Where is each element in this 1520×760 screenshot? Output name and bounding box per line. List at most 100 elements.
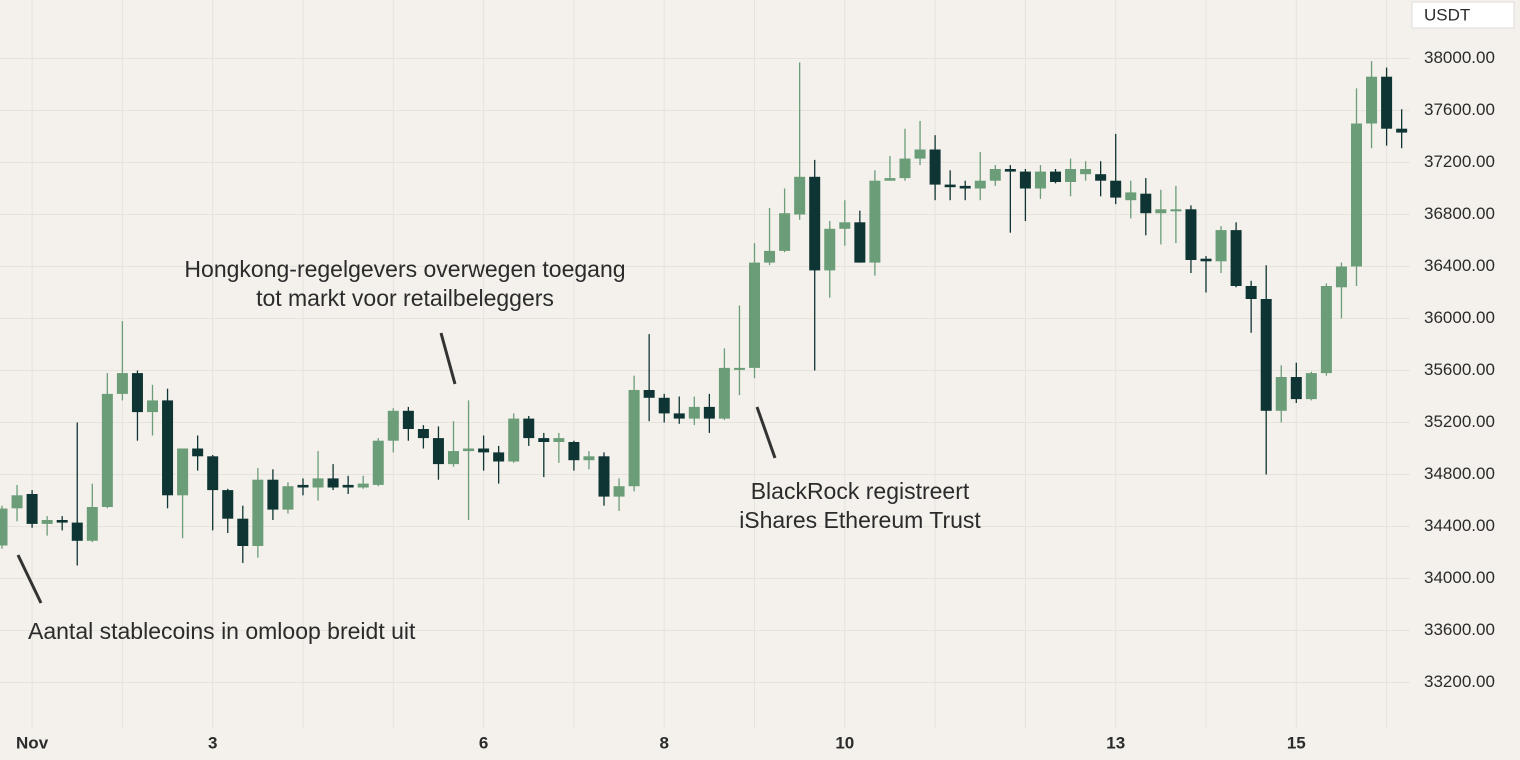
candle-body (26, 494, 38, 524)
candle-body (1305, 373, 1317, 400)
candle-body (779, 213, 791, 251)
y-tick-label: 37600.00 (1424, 100, 1495, 119)
candle-body (1170, 209, 1182, 212)
candle-body (131, 373, 143, 413)
candle-body (1275, 377, 1287, 411)
annotation: Hongkong-regelgevers overwegen toegang (184, 256, 625, 282)
candle-body (493, 452, 505, 462)
y-axis-label: USDT (1424, 5, 1470, 24)
candle-body (764, 250, 776, 263)
candle-body (11, 495, 23, 509)
candle-body (222, 490, 234, 519)
candle-body (613, 486, 625, 497)
candle-body (628, 390, 640, 487)
y-tick-label: 35600.00 (1424, 360, 1495, 379)
candle-body (583, 456, 595, 461)
candle-body (869, 180, 881, 263)
candle-body (1110, 180, 1122, 198)
candle-body (417, 429, 429, 439)
x-tick-label: 3 (208, 733, 217, 752)
candle-body (478, 448, 490, 453)
candle-body (1200, 258, 1212, 262)
candle-body (1034, 171, 1046, 189)
candle-body (1155, 209, 1167, 214)
candle-body (252, 479, 264, 546)
candle-body (914, 149, 926, 159)
y-tick-label: 35200.00 (1424, 412, 1495, 431)
candle-body (598, 456, 610, 497)
candle-body (673, 413, 685, 419)
y-tick-label: 36400.00 (1424, 256, 1495, 275)
candle-body (432, 438, 444, 465)
candles (0, 61, 1408, 566)
annotation-pointer (755, 406, 777, 459)
candle-body (357, 483, 369, 488)
candle-body (553, 438, 565, 442)
candle-body (884, 178, 896, 181)
candle-body (86, 507, 98, 541)
candle-body (538, 438, 550, 442)
x-tick-label: 8 (659, 733, 668, 752)
annotation: BlackRock registreert (751, 478, 970, 504)
candle-body (101, 393, 113, 507)
annotation-pointer (439, 332, 457, 385)
candle-body (297, 484, 309, 488)
x-tick-label: 6 (479, 733, 488, 752)
candle-body (703, 406, 715, 419)
candle-body (508, 418, 520, 462)
candle-body (989, 169, 1001, 181)
annotation: iShares Ethereum Trust (739, 507, 981, 533)
candle-body (1335, 266, 1347, 288)
candle-body (327, 478, 339, 488)
annotation: tot markt voor retailbeleggers (256, 285, 554, 311)
candle-body (839, 222, 851, 229)
candle-body (1125, 192, 1137, 201)
x-tick-label: 10 (835, 733, 854, 752)
candle-body (959, 185, 971, 189)
candle-body (116, 373, 128, 394)
candle-body (643, 390, 655, 398)
candle-body (1366, 76, 1378, 124)
candle-body (282, 486, 294, 510)
candle-body (402, 410, 414, 429)
grid: 33200.00 33600.00 34000.00 34400.00 34800.00… (0, 0, 1495, 752)
candle-body (147, 400, 158, 413)
y-tick-label: 37200.00 (1424, 152, 1495, 171)
candle-body (1019, 171, 1031, 189)
candle-body (718, 367, 730, 419)
candle-body (372, 440, 384, 485)
candle-body (658, 397, 670, 414)
candle-body (0, 508, 8, 546)
candle-body (523, 418, 535, 439)
candle-body (1396, 128, 1408, 133)
candle-body (1230, 230, 1242, 286)
candle-body (1080, 169, 1092, 175)
y-tick-label: 34800.00 (1424, 464, 1495, 483)
candle-body (794, 176, 806, 215)
y-tick-label: 33200.00 (1424, 672, 1495, 691)
x-tick-label: Nov (16, 733, 49, 752)
candle-body (1215, 230, 1227, 262)
candle-body (899, 158, 911, 179)
candle-body (929, 149, 941, 185)
candle-body (41, 520, 53, 524)
candle-body (1185, 209, 1197, 260)
candle-body (71, 522, 83, 541)
candle-body (1095, 174, 1107, 181)
candle-body (1050, 171, 1061, 182)
candle-body (733, 367, 745, 370)
y-tick-label: 34000.00 (1424, 568, 1495, 587)
y-tick-label: 34400.00 (1424, 516, 1495, 535)
candle-body (944, 184, 956, 188)
candle-body (824, 228, 836, 271)
annotations: Aantal stablecoins in omloop breidt uit H… (16, 256, 981, 644)
candle-body (1320, 286, 1332, 374)
candle-body (342, 484, 354, 488)
y-tick-label: 36800.00 (1424, 204, 1495, 223)
candle-body (688, 406, 700, 419)
candle-body (1260, 299, 1272, 411)
candle-body (974, 180, 986, 189)
candle-body (1245, 286, 1257, 299)
